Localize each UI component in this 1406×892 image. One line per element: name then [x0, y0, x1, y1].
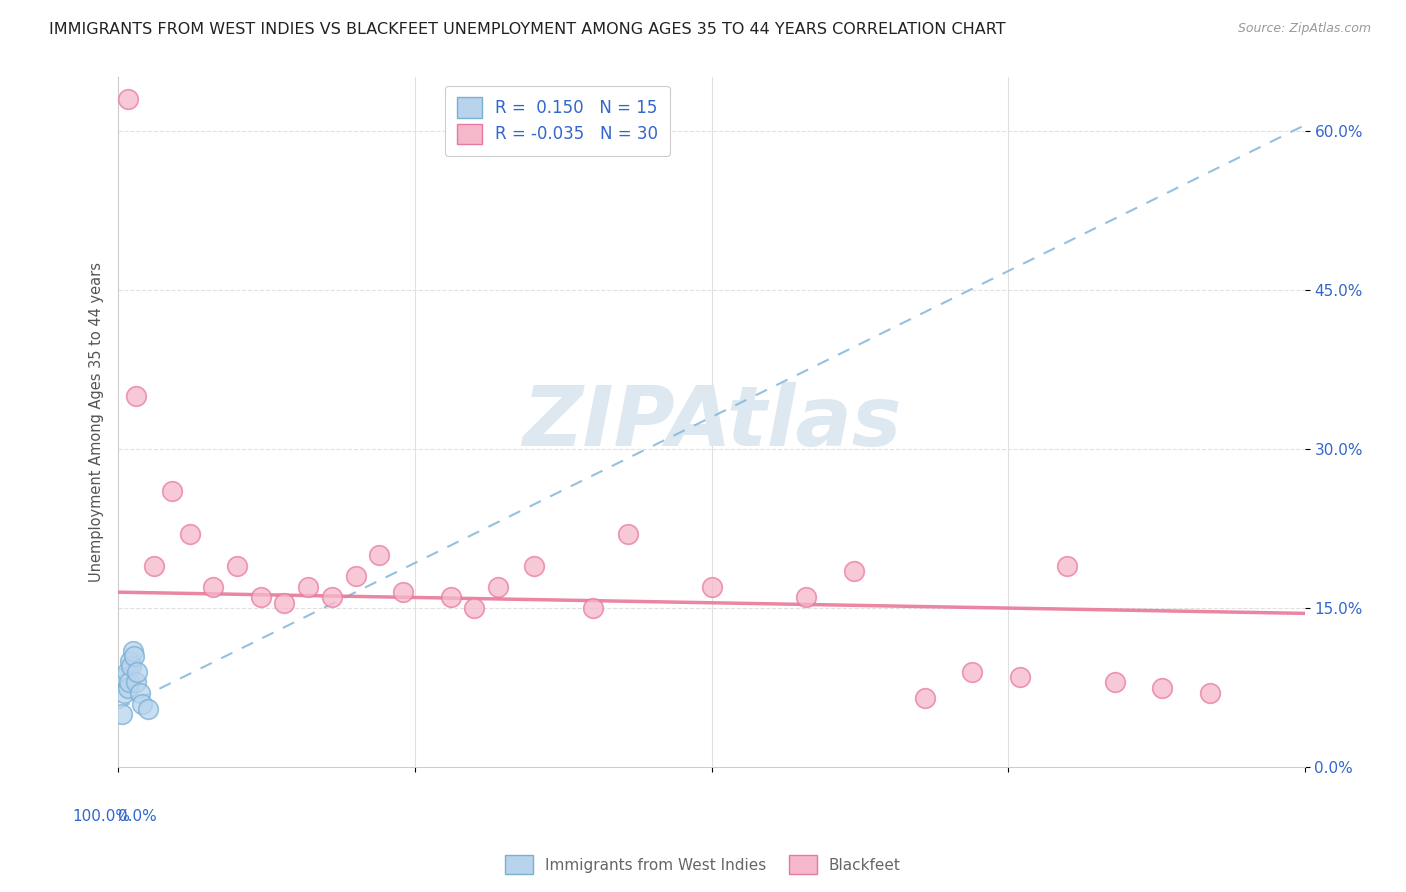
Point	[128, 686, 150, 700]
Point	[463, 601, 485, 615]
Point	[115, 665, 138, 679]
Point	[118, 675, 141, 690]
Point	[796, 591, 818, 605]
Point	[297, 580, 319, 594]
Point	[111, 707, 134, 722]
Point	[392, 585, 415, 599]
Point	[125, 675, 148, 690]
Point	[439, 591, 461, 605]
Text: IMMIGRANTS FROM WEST INDIES VS BLACKFEET UNEMPLOYMENT AMONG AGES 35 TO 44 YEARS : IMMIGRANTS FROM WEST INDIES VS BLACKFEET…	[49, 22, 1005, 37]
Point	[120, 654, 142, 668]
Point	[114, 670, 136, 684]
Text: 100.0%: 100.0%	[72, 809, 131, 823]
Text: Source: ZipAtlas.com: Source: ZipAtlas.com	[1237, 22, 1371, 36]
Point	[120, 659, 142, 673]
Point	[1198, 686, 1220, 700]
Point	[344, 569, 367, 583]
Point	[160, 484, 183, 499]
Point	[914, 691, 936, 706]
Point	[179, 526, 201, 541]
Point	[122, 648, 145, 663]
Point	[321, 591, 343, 605]
Point	[700, 580, 723, 594]
Point	[1104, 675, 1126, 690]
Point	[125, 389, 148, 403]
Point	[121, 643, 143, 657]
Point	[582, 601, 605, 615]
Point	[112, 686, 135, 700]
Point	[127, 665, 149, 679]
Point	[142, 558, 165, 573]
Point	[117, 92, 139, 106]
Point	[1056, 558, 1078, 573]
Text: 0.0%: 0.0%	[118, 809, 157, 823]
Point	[617, 526, 640, 541]
Point	[486, 580, 509, 594]
Legend: R =  0.150   N = 15, R = -0.035   N = 30: R = 0.150 N = 15, R = -0.035 N = 30	[444, 86, 669, 155]
Point	[273, 596, 295, 610]
Point	[117, 681, 139, 695]
Point	[249, 591, 271, 605]
Point	[136, 702, 159, 716]
Point	[202, 580, 225, 594]
Point	[842, 564, 865, 578]
Point	[368, 548, 391, 562]
Point	[1008, 670, 1031, 684]
Text: ZIPAtlas: ZIPAtlas	[522, 382, 901, 463]
Point	[131, 697, 153, 711]
Legend: Immigrants from West Indies, Blackfeet: Immigrants from West Indies, Blackfeet	[499, 849, 907, 880]
Point	[226, 558, 249, 573]
Point	[522, 558, 544, 573]
Point	[962, 665, 984, 679]
Point	[1152, 681, 1174, 695]
Y-axis label: Unemployment Among Ages 35 to 44 years: Unemployment Among Ages 35 to 44 years	[90, 262, 104, 582]
